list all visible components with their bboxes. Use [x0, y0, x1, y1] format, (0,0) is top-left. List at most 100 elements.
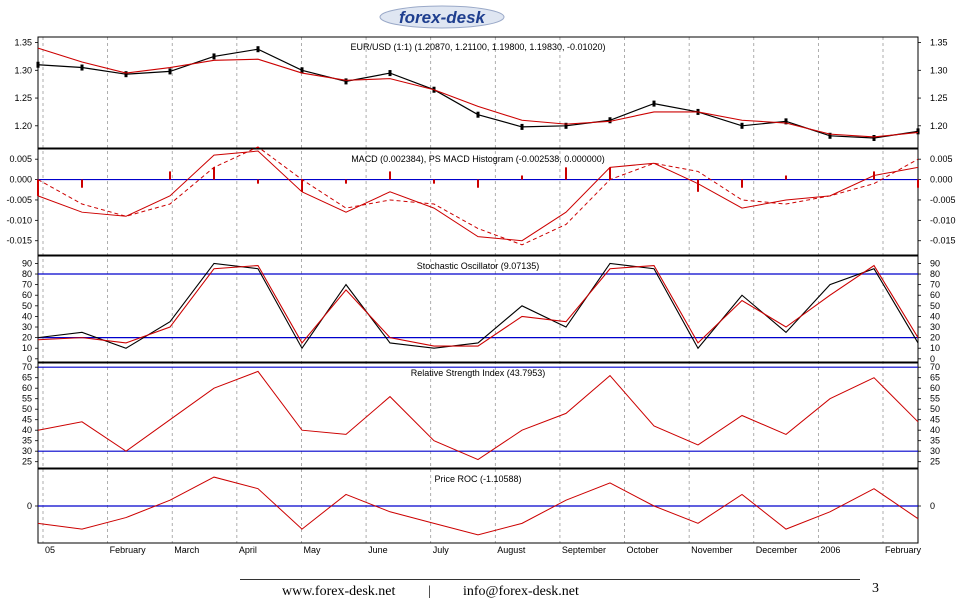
y-tick-label-right: 1.30: [930, 65, 948, 75]
series-line-2: [37, 47, 919, 138]
panel-frame: [37, 148, 919, 256]
x-tick-label: May: [303, 545, 321, 555]
x-tick-label: 05: [45, 545, 55, 555]
y-tick-label-right: 65: [930, 373, 940, 383]
series-line-1: [37, 476, 919, 536]
y-tick-label-right: 70: [930, 280, 940, 290]
y-tick-label-right: 35: [930, 436, 940, 446]
y-tick-label-left: 70: [22, 362, 32, 372]
y-tick-label-left: -0.015: [6, 236, 32, 246]
series-line-1: [37, 370, 919, 461]
y-tick-label-right: 0.005: [930, 154, 953, 164]
y-tick-label-right: 50: [930, 301, 940, 311]
series-line-2: [37, 264, 919, 347]
x-tick-label: 2006: [820, 545, 840, 555]
y-tick-label-left: 35: [22, 436, 32, 446]
y-tick-label-right: 50: [930, 404, 940, 414]
panel-title: EUR/USD (1:1) (1.20870, 1.21100, 1.19800…: [350, 42, 605, 52]
footer-separator: |: [428, 584, 431, 599]
y-tick-label-left: 25: [22, 457, 32, 467]
y-tick-label-right: -0.010: [930, 215, 956, 225]
y-tick-label-right: 30: [930, 446, 940, 456]
y-tick-label-left: 1.30: [14, 65, 32, 75]
series-line-1: [37, 48, 919, 139]
x-tick-label: December: [756, 545, 798, 555]
y-tick-label-right: 1.25: [930, 93, 948, 103]
price-candle: [784, 118, 788, 125]
price-candle: [564, 122, 568, 129]
panel-title: MACD (0.002384), PS MACD Histogram (-0.0…: [351, 154, 605, 164]
y-tick-label-right: 80: [930, 269, 940, 279]
price-candle: [300, 67, 304, 74]
price-candle: [476, 111, 480, 118]
price-candle: [212, 53, 216, 60]
y-tick-label-right: 70: [930, 362, 940, 372]
y-tick-label-right: 60: [930, 383, 940, 393]
y-tick-label-right: 90: [930, 258, 940, 268]
y-tick-label-right: 25: [930, 457, 940, 467]
series-line-2: [37, 146, 919, 246]
y-tick-label-left: 20: [22, 333, 32, 343]
price-candle: [740, 122, 744, 129]
footer-website-link[interactable]: www.forex-desk.net: [282, 584, 396, 599]
y-tick-label-right: 60: [930, 290, 940, 300]
x-tick-label: September: [562, 545, 606, 555]
price-candle: [388, 70, 392, 77]
x-tick-label: April: [239, 545, 257, 555]
x-tick-label: July: [433, 545, 450, 555]
y-tick-label-left: 45: [22, 415, 32, 425]
y-tick-label-right: 0: [930, 501, 935, 511]
x-tick-label: February: [110, 545, 147, 555]
y-tick-label-left: 0: [27, 501, 32, 511]
y-tick-label-left: 50: [22, 404, 32, 414]
y-tick-label-left: 40: [22, 311, 32, 321]
y-tick-label-left: 70: [22, 280, 32, 290]
series-line-1: [37, 150, 919, 242]
price-candle: [652, 100, 656, 107]
y-tick-label-right: 1.35: [930, 38, 948, 48]
y-tick-label-left: 0.005: [9, 154, 32, 164]
price-candle: [344, 78, 348, 85]
x-tick-label: November: [691, 545, 733, 555]
footer-rule: [240, 579, 860, 580]
forex-desk-logo: forex-desk: [379, 5, 505, 29]
y-tick-label-left: 55: [22, 394, 32, 404]
price-candle: [828, 132, 832, 139]
y-tick-label-right: -0.005: [930, 195, 956, 205]
y-tick-label-left: 65: [22, 373, 32, 383]
y-tick-label-left: 30: [22, 322, 32, 332]
price-candle: [80, 64, 84, 71]
y-tick-label-right: 40: [930, 311, 940, 321]
footer: www.forex-desk.net | info@forex-desk.net…: [0, 578, 960, 600]
price-candle: [124, 71, 128, 78]
y-tick-label-left: 0.000: [9, 175, 32, 185]
page-number: 3: [872, 581, 879, 596]
y-tick-label-right: 30: [930, 322, 940, 332]
footer-email-link[interactable]: info@forex-desk.net: [463, 584, 579, 599]
logo-text: forex-desk: [399, 8, 487, 27]
y-tick-label-left: 50: [22, 301, 32, 311]
panel-frame: [37, 255, 919, 363]
x-tick-label: June: [368, 545, 388, 555]
y-tick-label-left: 90: [22, 258, 32, 268]
y-tick-label-right: 1.20: [930, 121, 948, 131]
panel-frame: [37, 362, 919, 469]
price-candle: [256, 46, 260, 53]
panel-title: Price ROC (-1.10588): [434, 474, 521, 484]
price-candle: [36, 61, 40, 68]
y-tick-label-left: 80: [22, 269, 32, 279]
x-tick-label: February: [885, 545, 922, 555]
y-tick-label-left: 60: [22, 383, 32, 393]
y-tick-label-left: 10: [22, 343, 32, 353]
y-tick-label-left: -0.010: [6, 215, 32, 225]
y-tick-label-left: -0.005: [6, 195, 32, 205]
price-candle: [916, 128, 920, 135]
price-candle: [872, 135, 876, 142]
y-tick-label-right: 10: [930, 343, 940, 353]
panel-frame: [37, 36, 919, 149]
y-tick-label-left: 40: [22, 425, 32, 435]
price-candle: [608, 117, 612, 124]
y-tick-label-left: 1.25: [14, 93, 32, 103]
y-tick-label-left: 1.20: [14, 121, 32, 131]
